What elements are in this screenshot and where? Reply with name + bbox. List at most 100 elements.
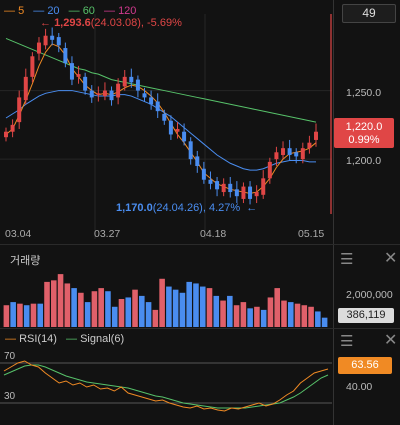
- volume-bar: [166, 286, 172, 327]
- date-label: 03.27: [94, 228, 121, 240]
- low-arrow-icon: ←: [243, 202, 258, 214]
- rsi-current-tag: 63.56: [338, 357, 392, 374]
- volume-bar: [301, 305, 308, 327]
- candle: [221, 183, 226, 193]
- candle: [89, 90, 94, 98]
- volume-bar: [240, 302, 247, 327]
- candle: [267, 161, 272, 179]
- volume-bar: [315, 311, 321, 327]
- high-annotation: ← 1,293.6(24.03.08), -5.69%: [40, 17, 182, 29]
- rsi-line-swatch: —: [5, 333, 16, 345]
- volume-bar: [260, 309, 267, 327]
- volume-bar: [321, 317, 328, 327]
- candle: [155, 101, 160, 112]
- rsi-tick: 40.00: [346, 381, 373, 393]
- ma20-line: [5, 90, 316, 171]
- candle: [314, 131, 318, 140]
- volume-bar: [30, 303, 37, 327]
- volume-title: 거래량: [10, 255, 41, 267]
- rsi-chart: [0, 360, 332, 412]
- candle: [182, 131, 187, 142]
- candle: [168, 120, 173, 135]
- volume-bar: [186, 281, 192, 327]
- close-icon[interactable]: ✕: [384, 332, 398, 349]
- volume-chart: [3, 274, 328, 327]
- volume-bar: [23, 305, 30, 327]
- volume-bar: [37, 303, 44, 327]
- volume-bar: [274, 288, 281, 327]
- candle: [83, 76, 88, 91]
- candle: [294, 152, 299, 157]
- panel-divider: [0, 328, 400, 329]
- volume-bar: [213, 295, 220, 327]
- ma120-legend[interactable]: — 120: [104, 5, 137, 17]
- volume-bar: [172, 289, 179, 327]
- volume-bar: [84, 302, 91, 327]
- candle: [287, 148, 292, 156]
- candle: [36, 42, 41, 54]
- low-detail: (24.04.26), 4.27%: [152, 202, 241, 214]
- menu-icon[interactable]: ☰: [340, 333, 354, 350]
- candle: [63, 48, 68, 64]
- candle: [175, 128, 180, 132]
- volume-bar: [78, 292, 84, 327]
- close-icon[interactable]: ✕: [384, 250, 398, 267]
- volume-bar: [294, 303, 301, 327]
- candle: [43, 35, 48, 46]
- candle: [149, 97, 154, 105]
- candle: [122, 76, 127, 87]
- rsi-line: [3, 360, 329, 412]
- candlestick-chart[interactable]: [0, 14, 332, 239]
- candle: [69, 63, 74, 80]
- ma60-line: [5, 37, 317, 123]
- volume-bar: [152, 309, 159, 327]
- candle: [10, 124, 15, 132]
- rsi-level-70: 70: [4, 351, 16, 362]
- volume-axis-divider: [333, 245, 334, 328]
- date-label: 05.15: [298, 228, 325, 240]
- volume-bar: [44, 281, 50, 327]
- candle: [215, 181, 220, 190]
- volume-bar: [193, 283, 199, 327]
- candle: [300, 148, 305, 160]
- candle: [228, 183, 233, 193]
- candle: [56, 37, 61, 46]
- current-price-tag: 1,220.0 0.99%: [334, 118, 394, 148]
- price-axis-divider: [333, 0, 334, 245]
- high-detail: (24.03.08), -5.69%: [90, 17, 182, 29]
- candle: [188, 141, 193, 160]
- rsi-panel[interactable]: — RSI(14) — Signal(6) ☰ ✕ 70 30 63.56 40…: [0, 329, 400, 425]
- volume-panel[interactable]: 거래량 ☰ ✕ 2,000,000 386,119: [0, 245, 400, 328]
- signal-title: Signal(6): [80, 333, 125, 345]
- ma-legend: — 5 — 20 — 60 — 120: [4, 5, 142, 17]
- date-label: 04.18: [200, 228, 227, 240]
- candle: [17, 97, 22, 123]
- volume-bar: [145, 302, 152, 327]
- candle: [30, 56, 35, 77]
- current-price-value: 1,220.0: [345, 121, 383, 133]
- ma20-legend[interactable]: — 20: [33, 5, 60, 17]
- candle: [142, 93, 147, 98]
- menu-icon[interactable]: ☰: [340, 251, 354, 268]
- ma5-legend[interactable]: — 5: [4, 5, 25, 17]
- volume-bar: [91, 291, 98, 327]
- candle: [241, 186, 246, 199]
- candle: [129, 76, 134, 83]
- volume-bar: [64, 283, 71, 327]
- candle: [208, 179, 213, 184]
- volume-bar: [206, 288, 213, 327]
- ma60-legend[interactable]: — 60: [68, 5, 95, 17]
- volume-bar: [281, 300, 287, 327]
- volume-bar: [247, 308, 253, 327]
- candle: [248, 186, 253, 199]
- price-panel[interactable]: — 5 — 20 — 60 — 120 49 1,250.0 1,200.0 1…: [0, 0, 400, 245]
- period-badge[interactable]: 49: [342, 4, 396, 23]
- price-tick-1200: 1,200.0: [346, 155, 382, 167]
- volume-tick: 2,000,000: [346, 289, 393, 301]
- current-price-change: 0.99%: [348, 133, 380, 146]
- volume-bar: [159, 278, 165, 327]
- volume-bar: [139, 295, 145, 327]
- candle: [96, 93, 101, 95]
- rsi-title: RSI(14): [19, 333, 57, 345]
- candle: [50, 35, 55, 40]
